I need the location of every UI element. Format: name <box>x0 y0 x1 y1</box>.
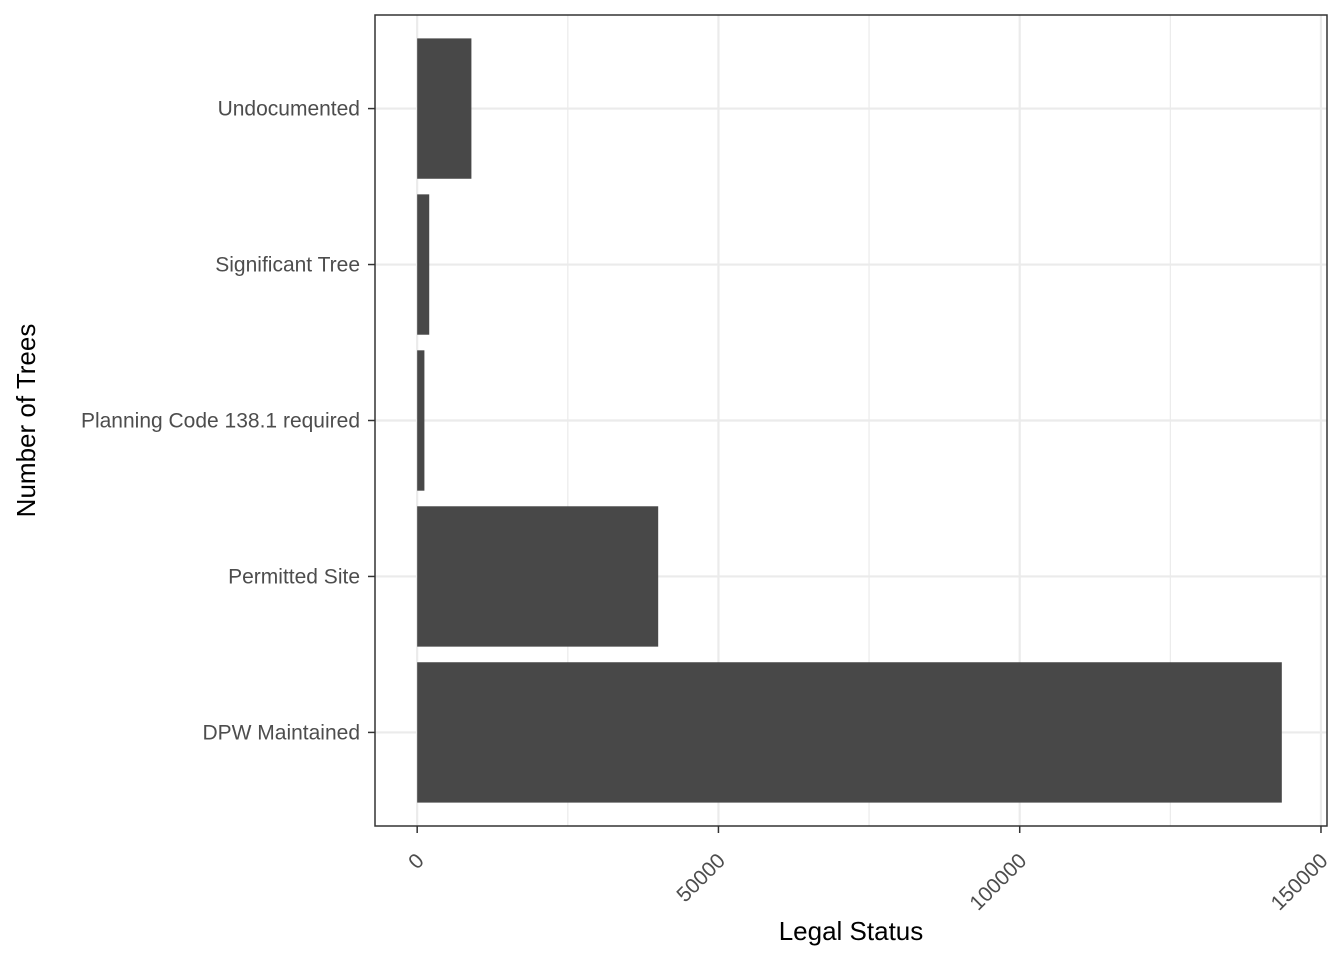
x-tick-label: 50000 <box>672 849 730 907</box>
y-tick-label: Planning Code 138.1 required <box>81 410 360 433</box>
y-tick-label: Undocumented <box>218 98 360 121</box>
bars <box>417 38 1282 803</box>
y-tick-label: Permitted Site <box>228 565 360 588</box>
x-axis-ticks: 0 50000 100000 150000 <box>404 826 1333 915</box>
x-axis-title: Legal Status <box>779 916 924 946</box>
x-tick-label: 0 <box>404 849 429 874</box>
bar <box>417 350 425 491</box>
bar <box>417 506 659 647</box>
bar <box>417 662 1282 803</box>
y-axis-ticks: DPW Maintained Permitted Site Planning Cod… <box>81 98 375 744</box>
y-axis-title: Number of Trees <box>11 324 41 518</box>
x-tick-label: 100000 <box>965 849 1031 915</box>
x-tick-label: 150000 <box>1267 849 1333 915</box>
bar <box>417 194 430 335</box>
y-tick-label: Significant Tree <box>215 254 360 277</box>
y-tick-label: DPW Maintained <box>202 721 360 744</box>
bar <box>417 38 472 179</box>
